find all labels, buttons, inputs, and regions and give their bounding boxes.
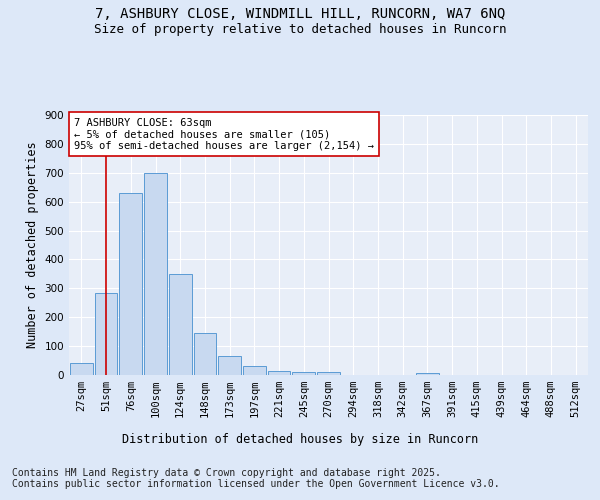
Bar xyxy=(70,364,93,375)
Bar xyxy=(416,373,439,375)
Text: Distribution of detached houses by size in Runcorn: Distribution of detached houses by size … xyxy=(122,432,478,446)
Text: Contains HM Land Registry data © Crown copyright and database right 2025.
Contai: Contains HM Land Registry data © Crown c… xyxy=(12,468,500,489)
Bar xyxy=(268,370,290,375)
Bar xyxy=(317,372,340,375)
Bar xyxy=(243,366,266,375)
Bar xyxy=(292,372,315,375)
Text: 7 ASHBURY CLOSE: 63sqm
← 5% of detached houses are smaller (105)
95% of semi-det: 7 ASHBURY CLOSE: 63sqm ← 5% of detached … xyxy=(74,118,374,151)
Bar xyxy=(144,173,167,375)
Bar xyxy=(169,274,191,375)
Y-axis label: Number of detached properties: Number of detached properties xyxy=(26,142,39,348)
Text: Size of property relative to detached houses in Runcorn: Size of property relative to detached ho… xyxy=(94,22,506,36)
Text: 7, ASHBURY CLOSE, WINDMILL HILL, RUNCORN, WA7 6NQ: 7, ASHBURY CLOSE, WINDMILL HILL, RUNCORN… xyxy=(95,8,505,22)
Bar xyxy=(95,292,118,375)
Bar xyxy=(194,333,216,375)
Bar xyxy=(218,356,241,375)
Bar xyxy=(119,193,142,375)
